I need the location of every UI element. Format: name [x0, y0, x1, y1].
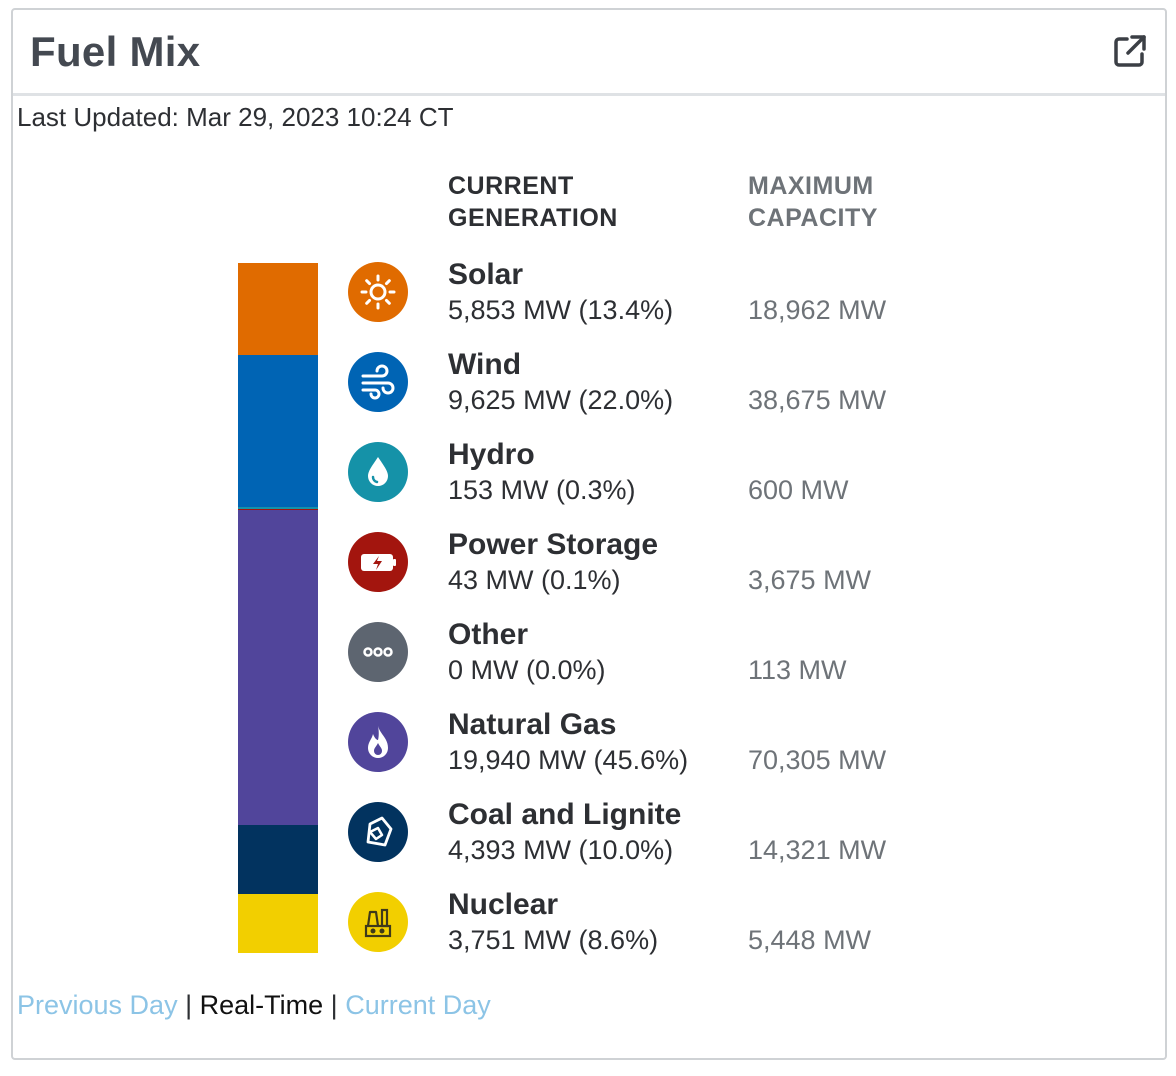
sun-icon	[348, 262, 408, 322]
fuel-mix-card: Fuel Mix	[11, 8, 1167, 1060]
column-header-max-line1: MAXIMUM	[748, 172, 874, 200]
fuel-name: Coal and Lignite	[448, 798, 682, 831]
fuel-current-generation: 9,625 MW (22.0%)	[448, 385, 674, 415]
column-header-current-line2: GENERATION	[448, 204, 618, 232]
last-updated: Last Updated: Mar 29, 2023 10:24 CT	[17, 102, 454, 132]
fuel-current-generation: 153 MW (0.3%)	[448, 475, 636, 505]
bar-segment-nuclear[interactable]	[238, 893, 318, 953]
current-day-link[interactable]: Current Day	[345, 990, 491, 1020]
column-header-current-generation: CURRENT GENERATION	[448, 170, 618, 234]
bar-segment-solar[interactable]	[238, 263, 318, 356]
footer-nav: Previous Day | Real-Time | Current Day	[17, 990, 491, 1021]
wind-icon	[348, 352, 408, 412]
fuel-name: Hydro	[448, 438, 535, 471]
separator: |	[330, 990, 338, 1020]
fuel-current-generation: 5,853 MW (13.4%)	[448, 295, 674, 325]
fuel-maximum-capacity: 3,675 MW	[748, 565, 872, 595]
bar-segment-hydro[interactable]	[238, 507, 318, 510]
fuel-maximum-capacity: 38,675 MW	[748, 385, 887, 415]
fuel-maximum-capacity: 113 MW	[748, 655, 847, 685]
column-header-current-line1: CURRENT	[448, 172, 574, 200]
real-time-link[interactable]: Real-Time	[199, 990, 324, 1020]
fuel-maximum-capacity: 70,305 MW	[748, 745, 887, 775]
flame-icon	[348, 712, 408, 772]
fuel-name: Nuclear	[448, 888, 559, 921]
external-link-icon[interactable]	[1111, 32, 1149, 70]
fuel-maximum-capacity: 600 MW	[748, 475, 849, 505]
fuel-name: Solar	[448, 258, 524, 291]
nuclear-plant-icon	[348, 892, 408, 952]
coal-icon	[348, 802, 408, 862]
fuel-current-generation: 19,940 MW (45.6%)	[448, 745, 689, 775]
fuel-current-generation: 3,751 MW (8.6%)	[448, 925, 659, 955]
card-title: Fuel Mix	[30, 28, 201, 75]
fuel-maximum-capacity: 18,962 MW	[748, 295, 887, 325]
bar-segment-power-storage[interactable]	[238, 509, 318, 511]
water-drop-icon	[348, 442, 408, 502]
fuel-maximum-capacity: 14,321 MW	[748, 835, 887, 865]
fuel-maximum-capacity: 5,448 MW	[748, 925, 872, 955]
bar-segment-coal-and-lignite[interactable]	[238, 824, 318, 894]
fuel-current-generation: 4,393 MW (10.0%)	[448, 835, 674, 865]
fuel-name: Wind	[448, 348, 522, 381]
fuel-name: Other	[448, 618, 529, 651]
battery-icon	[348, 532, 408, 592]
fuel-name: Natural Gas	[448, 708, 617, 741]
more-dots-icon	[348, 622, 408, 682]
fuel-name: Power Storage	[448, 528, 659, 561]
bar-segment-natural-gas[interactable]	[238, 510, 318, 825]
fuel-current-generation: 43 MW (0.1%)	[448, 565, 621, 595]
column-header-max-line2: CAPACITY	[748, 204, 878, 232]
bar-segment-wind[interactable]	[238, 355, 318, 508]
card-header: Fuel Mix	[13, 10, 1165, 96]
previous-day-link[interactable]: Previous Day	[17, 990, 178, 1020]
column-header-maximum-capacity: MAXIMUM CAPACITY	[748, 170, 878, 234]
separator: |	[185, 990, 193, 1020]
fuel-current-generation: 0 MW (0.0%)	[448, 655, 606, 685]
